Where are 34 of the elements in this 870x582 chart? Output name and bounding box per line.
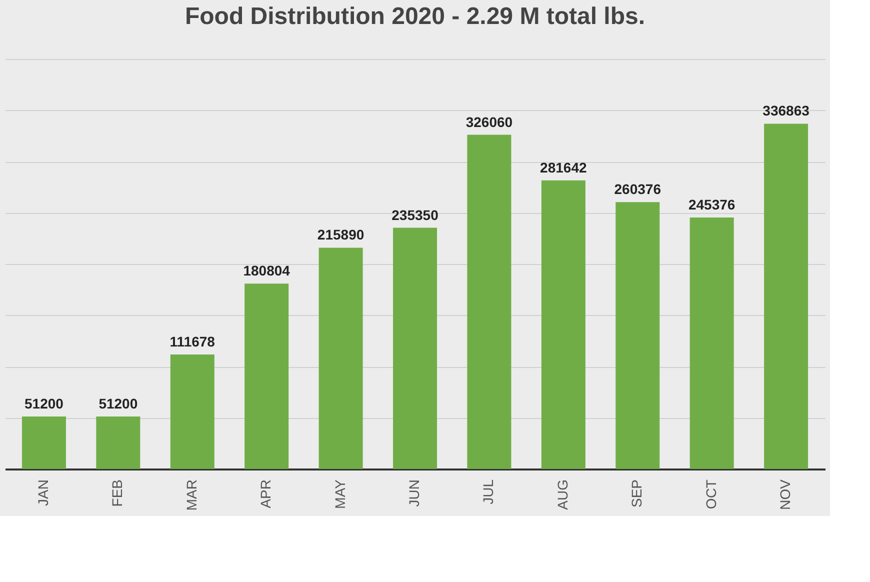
bar — [764, 124, 808, 469]
x-tick-label: NOV — [777, 478, 794, 510]
x-tick-label: JUN — [406, 480, 422, 507]
bar — [690, 217, 734, 469]
data-label: 260376 — [614, 181, 662, 198]
data-label: 336863 — [762, 102, 810, 119]
x-tick-label: JUL — [480, 479, 496, 504]
data-label: 51200 — [98, 396, 138, 412]
data-label: 281642 — [540, 159, 587, 176]
x-tick-label: SEP — [628, 480, 645, 508]
x-tick-label: FEB — [109, 480, 126, 507]
bar — [541, 180, 586, 469]
data-label: 235350 — [392, 206, 439, 223]
bar — [467, 134, 512, 469]
bar — [96, 416, 140, 469]
data-label: 215890 — [317, 226, 364, 243]
bar — [616, 202, 660, 469]
bar — [318, 248, 363, 469]
x-tick-label: APR — [258, 480, 274, 508]
x-tick-label: JAN — [34, 480, 51, 506]
bar — [22, 416, 66, 469]
x-tick-label: MAY — [332, 478, 348, 509]
x-tick-label: MAR — [183, 480, 200, 511]
data-label: 245376 — [688, 196, 736, 212]
data-label: 180804 — [243, 262, 290, 279]
data-label: 51200 — [24, 396, 64, 412]
data-label: 326060 — [466, 114, 513, 130]
x-tick-label: OCT — [702, 479, 719, 510]
bar — [244, 284, 289, 469]
bar — [393, 228, 437, 469]
chart-title: Food Distribution 2020 - 2.29 M total lbs. — [184, 3, 646, 30]
data-label: 111678 — [170, 334, 216, 350]
bar — [170, 354, 214, 469]
x-tick-label: AUG — [554, 480, 570, 510]
